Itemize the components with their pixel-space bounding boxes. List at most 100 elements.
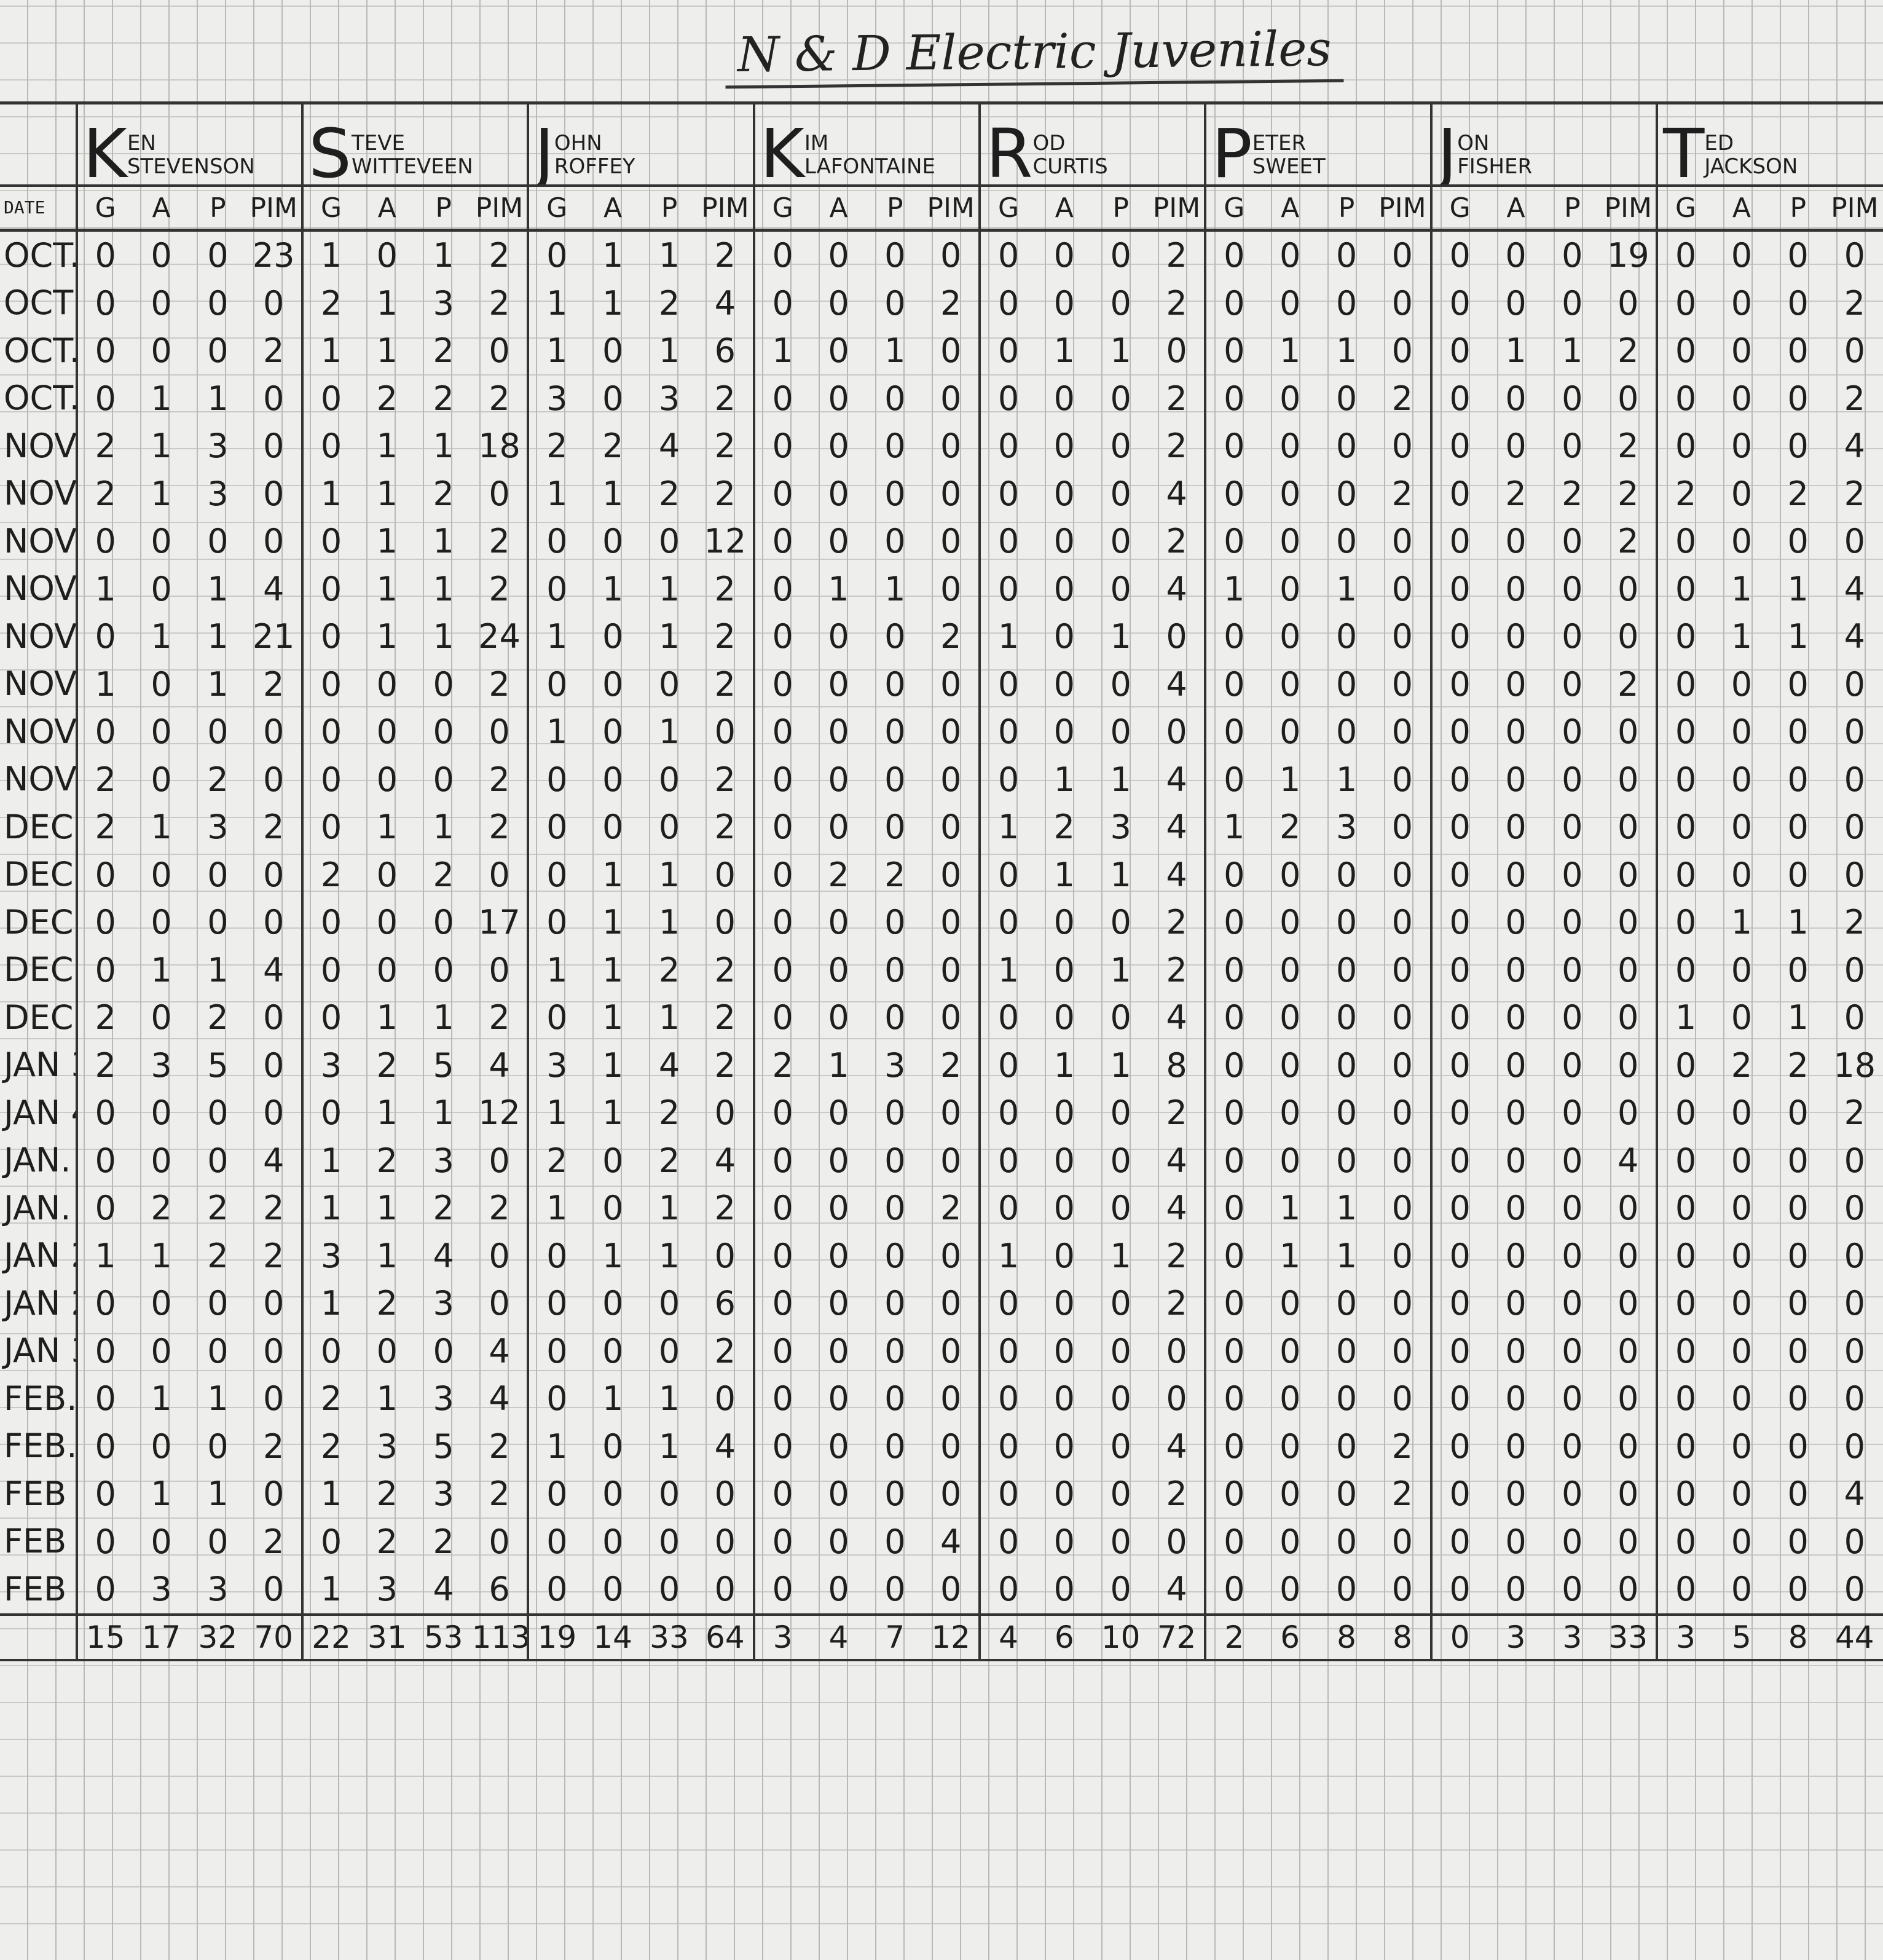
stat-cell: 0 [828,808,849,847]
game-date: JAN 25 [4,1283,77,1323]
stat-cell: 2 [1656,470,1713,518]
stat-cell: 1 [151,1236,172,1275]
stat-cell: 1 [151,1379,172,1419]
stat-cell: 0 [1731,1474,1753,1514]
stat-cell: 0 [1429,565,1488,613]
stat-cell: 0 [978,708,1036,756]
stat-cell: 3 [1110,808,1131,847]
stat-cell: 0 [940,522,962,561]
game-date: DEC. 7 [4,807,77,846]
stat-cell: 0 [1204,1375,1262,1423]
stat-cell: 0 [752,1375,811,1423]
stat-cell: 0 [1505,617,1527,656]
stat-cell: 0 [884,283,906,323]
stat-cell: 3 [527,374,585,422]
stat-cell: 3 [433,1474,454,1514]
stat-cell: 0 [884,379,906,418]
stat-cell: 2 [714,760,736,799]
stat-cell: 0 [828,950,849,990]
stat-cell: 1 [376,331,398,371]
stat-cell: 0 [1053,1284,1075,1323]
stat-cell: 0 [1110,1427,1131,1466]
stat-cell: 1 [1335,1189,1358,1228]
stat-cell: 4 [940,1522,962,1561]
stat-cell: 0 [1391,1379,1413,1419]
stat-cell: 0 [75,374,133,422]
stat-cell: 0 [75,1517,133,1565]
stat-cell: 0 [1429,1565,1488,1615]
stat-cell: 0 [884,1522,906,1561]
stat-cell: 0 [1110,903,1131,942]
stat-cell: 0 [376,760,398,799]
stat-cell: 0 [151,1284,172,1323]
game-row: NOV. 921301120112200000004000202222022 [0,470,1883,518]
stat-cell: 0 [1656,899,1713,947]
stat-cell: 0 [151,664,172,704]
stat-cell: 0 [940,331,962,371]
stat-header: P [1769,186,1826,232]
stat-cell: 0 [1505,1570,1527,1609]
stat-cell: 1 [1053,855,1075,894]
stat-cell: 1 [1110,1045,1131,1085]
stat-header: P [1092,186,1149,232]
stat-cell: 8 [1166,1045,1187,1085]
stat-cell: 0 [1656,1517,1713,1565]
stat-cell: 0 [1110,1093,1131,1133]
stat-cell: 0 [1505,1189,1527,1228]
stat-cell: 0 [1280,950,1301,990]
stat-cell: 0 [1429,660,1488,708]
stat-cell: 2 [75,803,133,851]
stat-cell: 2 [1166,1474,1187,1514]
stat-cell: 0 [1429,1517,1488,1565]
stat-cell: 0 [752,422,811,470]
stat-cell: 0 [1656,422,1713,470]
stat-cell: 0 [263,427,285,466]
stat-cell: 0 [884,998,906,1037]
player-name-text: EN STEVENSON [127,132,255,178]
stat-cell: 0 [1562,1474,1583,1514]
game-row: JAN 2500001230000600000002000000000000 [0,1280,1883,1328]
stat-cell: 2 [714,808,736,847]
stat-cell: 2 [1618,331,1639,371]
stat-cell: 0 [940,379,962,418]
stat-cell: 1 [527,470,585,518]
player-last: STEVENSON [127,154,255,179]
game-date: OCT. 27 [4,379,77,418]
game-date: OCT 21 [4,283,77,323]
stat-cell: 2 [1787,474,1809,513]
player-first: TEVE [351,131,405,155]
stat-cell: 2 [433,331,454,371]
stat-cell: 0 [1731,474,1753,513]
stat-cell: 1 [602,855,624,894]
stat-cell: 0 [1110,474,1131,513]
stat-cell: 0 [1053,236,1075,275]
stat-cell: 2 [1505,474,1527,513]
stat-cell: 0 [527,1517,585,1565]
stat-cell: 0 [1429,1280,1488,1328]
stat-cell: 0 [752,708,811,756]
stat-cell: 0 [1731,1093,1753,1133]
stat-cell: 0 [1562,569,1583,608]
game-row: JAN. 1802221122101200020004011000000000 [0,1184,1883,1232]
player-initial: R [986,114,1033,186]
stat-cell: 2 [1844,379,1865,418]
stat-cell: 2 [1844,474,1865,513]
totals-label-spacer [0,1613,77,1661]
stat-cell: 0 [940,808,962,847]
stat-cell: 0 [1280,664,1301,704]
stat-header: PIM [1374,186,1431,232]
stat-cell: 0 [207,236,229,275]
stat-cell: 0 [1429,708,1488,756]
total-cell: 4 [978,1613,1036,1661]
stat-cell: 0 [1505,427,1527,466]
stat-cell: 1 [376,617,398,656]
stat-cell: 0 [752,374,811,422]
game-row: DEC. 2320200112011200000004000000001010 [0,994,1883,1042]
total-cell: 3 [1656,1613,1713,1661]
stat-cell: 1 [301,1470,359,1518]
stat-header: A [810,186,867,232]
stat-cell: 2 [1844,903,1865,942]
stat-cell: 0 [1335,474,1358,513]
stat-cell: 1 [1204,565,1262,613]
stat-cell: 1 [602,1093,624,1133]
